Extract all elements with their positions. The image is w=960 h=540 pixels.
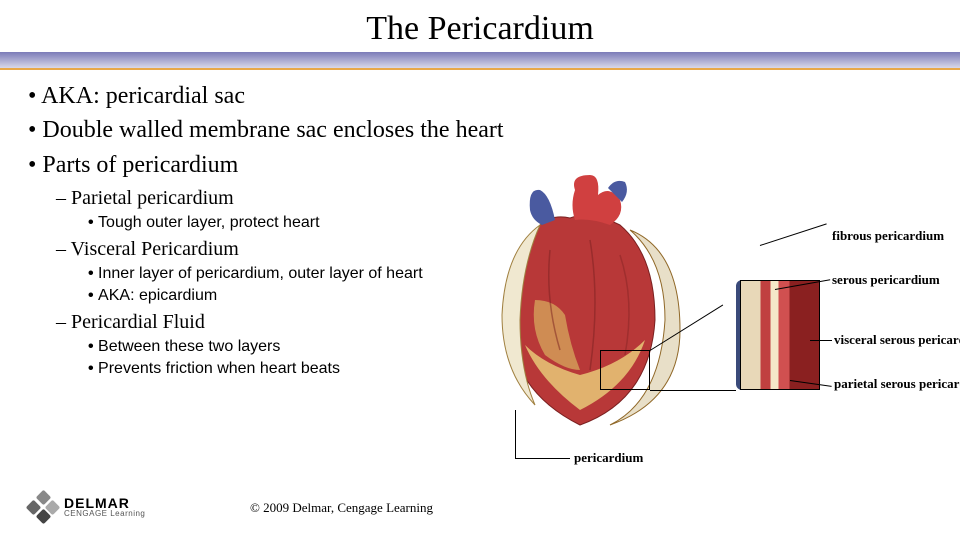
leader-fibrous xyxy=(760,223,827,246)
heart-diagram: fibrous pericardium serous pericardium v… xyxy=(480,150,950,490)
zoom-inset xyxy=(740,280,820,390)
bullet-aka: AKA: pericardial sac xyxy=(28,80,628,112)
brand-cengage: CENGAGE Learning xyxy=(64,510,145,518)
label-parietal: parietal serous pericardium xyxy=(834,376,960,392)
leader-pericardium-v xyxy=(515,410,516,458)
copyright-text: © 2009 Delmar, Cengage Learning xyxy=(250,500,433,516)
brand-delmar: DELMAR xyxy=(64,496,145,510)
leader-visceral xyxy=(810,340,832,341)
header-gradient-band xyxy=(0,52,960,70)
delmar-logo-icon xyxy=(28,492,58,522)
zoom-connector-bottom xyxy=(650,390,736,391)
page-title: The Pericardium xyxy=(0,10,960,48)
zoom-source-box xyxy=(600,350,650,390)
label-pericardium: pericardium xyxy=(574,450,643,466)
label-visceral: visceral serous pericardium xyxy=(834,332,960,348)
leader-pericardium-h xyxy=(515,458,570,459)
heart-illustration xyxy=(480,170,700,440)
bullet-double-walled: Double walled membrane sac encloses the … xyxy=(28,114,628,146)
footer-logo: DELMAR CENGAGE Learning xyxy=(28,492,145,522)
label-fibrous: fibrous pericardium xyxy=(832,228,944,244)
logo-text: DELMAR CENGAGE Learning xyxy=(64,496,145,518)
label-serous: serous pericardium xyxy=(832,272,940,288)
